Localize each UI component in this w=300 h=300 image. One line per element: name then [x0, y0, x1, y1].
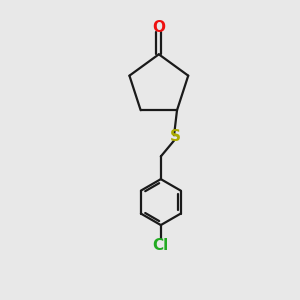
- Text: O: O: [152, 20, 165, 35]
- Text: S: S: [170, 129, 181, 144]
- Text: Cl: Cl: [153, 238, 169, 253]
